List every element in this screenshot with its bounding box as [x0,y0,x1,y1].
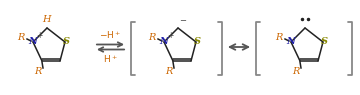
Text: S: S [63,36,69,46]
Text: R: R [148,32,156,42]
Text: R: R [292,68,300,76]
Text: −: − [180,17,186,25]
Text: +: + [167,32,173,40]
Text: R: R [275,32,283,42]
Text: $\mathregular{H^+}$: $\mathregular{H^+}$ [103,53,118,65]
Text: R: R [34,68,42,76]
Text: S: S [320,36,328,46]
Text: H: H [42,15,50,25]
Text: $\mathregular{-H^+}$: $\mathregular{-H^+}$ [99,29,122,41]
Text: N: N [159,38,168,46]
Text: R: R [17,32,25,42]
Text: N: N [28,38,37,46]
Text: N: N [287,38,296,46]
Text: R: R [165,68,173,76]
Text: S: S [194,36,201,46]
Text: +: + [36,32,42,40]
